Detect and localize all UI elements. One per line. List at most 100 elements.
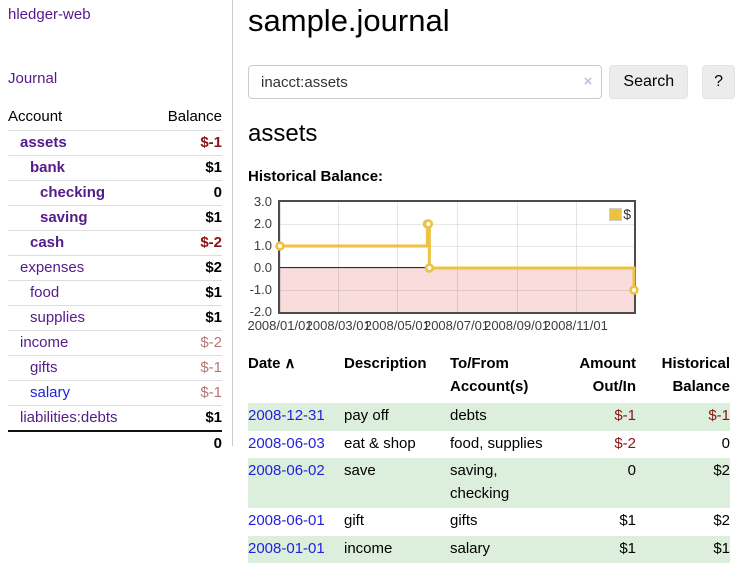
register-amount: 0 (627, 462, 636, 479)
search-button[interactable]: Search (609, 65, 689, 99)
y-tick-label: 2.0 (253, 216, 272, 231)
account-link-cash[interactable]: cash (30, 234, 65, 251)
account-balance: $1 (151, 280, 222, 306)
account-balance: $1 (151, 205, 222, 231)
date-link[interactable]: 2008-06-01 (248, 512, 325, 529)
register-description: income (344, 539, 393, 557)
account-row-checking: checking 0 (8, 180, 222, 206)
chart-title: Historical Balance: (248, 168, 384, 185)
main-content: sample.journal × Search ? assets Histori… (247, 0, 735, 563)
register-header-amount: Amount Out/In (579, 355, 636, 395)
chart-legend: $ (609, 206, 631, 222)
account-balance: $-2 (151, 230, 222, 256)
register-balance: $1 (713, 539, 730, 557)
register-row: 2008-01-01 income salary $1 $1 (248, 535, 730, 563)
account-balance: 0 (151, 180, 222, 206)
accounts-total-value: 0 (151, 430, 222, 456)
search-row: × Search ? (248, 65, 735, 99)
accounts-table: Account Balance assets $-1 bank $1 check… (8, 104, 222, 456)
chart-series-line (275, 219, 639, 295)
sidebar-item-journal[interactable]: Journal (8, 70, 58, 87)
account-row-assets: assets $-1 (8, 130, 222, 156)
accounts-header-balance: Balance (151, 104, 222, 131)
app-title-link[interactable]: hledger-web (8, 6, 91, 23)
sidebar: hledger-web Journal Account Balance asse… (0, 0, 233, 456)
account-heading: assets (248, 120, 318, 147)
search-help-button[interactable]: ? (702, 65, 735, 99)
legend-swatch-icon (609, 207, 623, 221)
register-accounts: debts (450, 407, 487, 424)
register-description: pay off (344, 407, 389, 424)
register-header-row: Date ∧ Description To/From Account(s) Amo… (248, 353, 730, 403)
account-row-supplies: supplies $1 (8, 305, 222, 331)
account-link-income[interactable]: income (20, 334, 69, 351)
account-link-liabilities-debts[interactable]: liabilities:debts (20, 409, 118, 426)
historical-balance-chart: 3.0 2.0 1.0 0.0 -1.0 -2.0 $ 2008/01/01 2008/03… (247, 192, 735, 338)
x-tick-label: 2008/05/01 (364, 318, 430, 333)
register-header-accounts: To/From Account(s) (450, 355, 529, 395)
account-balance: $-1 (151, 355, 222, 381)
x-tick-label: 2008/09/01 (484, 318, 550, 333)
account-row-food: food $1 (8, 280, 222, 306)
register-amount: $-1 (614, 407, 636, 424)
accounts-header-account: Account (8, 104, 152, 131)
account-balance: $1 (151, 305, 222, 331)
chart-plot-area: $ (275, 200, 639, 314)
sort-ascending-icon: ∧ (284, 355, 296, 372)
account-link-expenses[interactable]: expenses (20, 259, 85, 276)
account-balance: $1 (151, 155, 222, 181)
date-link[interactable]: 2008-12-31 (248, 407, 325, 424)
account-link-supplies[interactable]: supplies (30, 309, 86, 326)
accounts-total-row: 0 (8, 430, 222, 456)
register-row: 2008-06-02 save saving, checking 0 $2 (248, 458, 730, 508)
account-link-assets[interactable]: assets (20, 134, 67, 151)
y-tick-label: -2.0 (249, 304, 272, 319)
account-row-expenses: expenses $2 (8, 255, 222, 281)
y-tick-label: -1.0 (249, 282, 272, 297)
register-accounts: salary (450, 539, 491, 557)
register-description: eat & shop (344, 434, 416, 452)
account-row-salary: salary $-1 (8, 380, 222, 406)
register-row: 2008-06-03 eat & shop food, supplies $-2… (248, 431, 730, 459)
register-header-description: Description (344, 355, 427, 372)
register-amount: $1 (619, 512, 636, 529)
register-accounts: saving, checking (450, 462, 510, 502)
account-balance: $1 (151, 405, 222, 432)
account-link-food[interactable]: food (30, 284, 60, 301)
account-balance: $-2 (151, 330, 222, 356)
y-tick-label: 3.0 (253, 194, 272, 209)
register-balance: $2 (713, 462, 730, 479)
account-link-gifts[interactable]: gifts (30, 359, 58, 376)
date-link[interactable]: 2008-06-02 (248, 462, 325, 479)
register-amount: $-2 (614, 434, 636, 452)
register-accounts: gifts (450, 512, 478, 529)
account-link-saving[interactable]: saving (40, 209, 88, 226)
date-link[interactable]: 2008-06-03 (248, 434, 325, 452)
x-tick-label: 2008/07/01 (423, 318, 490, 333)
register-header-balance: Historical Balance (661, 355, 730, 395)
account-balance: $2 (151, 255, 222, 281)
register-accounts: food, supplies (450, 434, 543, 452)
clear-search-icon[interactable]: × (583, 73, 593, 90)
register-balance: 0 (721, 434, 730, 452)
page-title: sample.journal (248, 3, 450, 38)
register-amount: $1 (619, 539, 636, 557)
y-tick-label: 1.0 (253, 238, 272, 253)
account-link-salary[interactable]: salary (30, 384, 71, 401)
account-balance: $-1 (151, 380, 222, 406)
legend-label: $ (623, 206, 631, 222)
register-description: gift (344, 512, 365, 529)
x-tick-label: 2008/01/01 (247, 318, 313, 333)
x-tick-label: 2008/03/01 (305, 318, 371, 333)
account-row-liabilities-debts: liabilities:debts $1 (8, 405, 222, 432)
account-balance: $-1 (151, 130, 222, 156)
search-input[interactable] (248, 65, 603, 99)
search-box: × (248, 65, 603, 99)
account-row-bank: bank $1 (8, 155, 222, 181)
date-link[interactable]: 2008-01-01 (248, 539, 325, 557)
account-link-bank[interactable]: bank (30, 159, 66, 176)
x-tick-label: 2008/11/01 (543, 318, 608, 333)
register-header-date[interactable]: Date ∧ (248, 355, 296, 372)
accounts-header-row: Account Balance (8, 104, 222, 131)
account-link-checking[interactable]: checking (40, 184, 106, 201)
